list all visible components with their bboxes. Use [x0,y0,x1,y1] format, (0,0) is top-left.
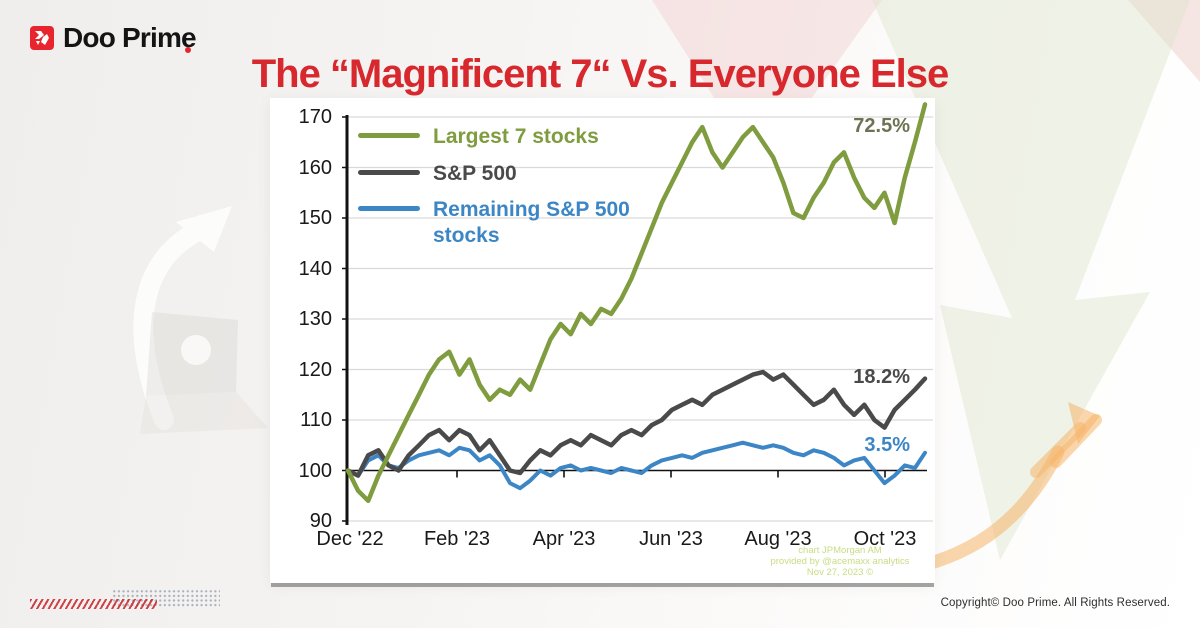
chart-source-note: chart JPMorgan AM provided by @acemaxx a… [700,545,935,579]
end-label-largest7: 72.5% [853,115,910,137]
legend-swatch-largest7 [358,133,420,138]
y-tick-label: 170 [298,106,332,128]
legend-label-sp500: S&P 500 [433,161,517,185]
chart-panel: 170 160 150 140 130 120 110 100 90 Dec '22 Feb '2… [270,98,935,583]
logo-i-dot [185,47,191,53]
orange-arrow-decor [905,402,1102,575]
red-hatch-bar-decor [30,599,157,609]
y-tick-label: 160 [298,156,332,179]
y-tick-label: 150 [298,207,332,229]
end-label-sp500: 18.2% [853,366,910,388]
legend-item-remaining: Remaining S&P 500 stocks [358,197,683,248]
logo-text: Doo Prime [63,22,197,53]
laptop-decor [140,312,268,434]
red-corner-decor [1128,0,1200,82]
x-tick-label: Dec '22 [316,528,384,550]
line-chart [342,102,933,525]
y-tick-label: 120 [298,358,332,381]
gray-arrowhead-decor [176,206,232,252]
source-line-3: Nov 27, 2023 © [806,567,874,579]
chart-legend: Largest 7 stocks S&P 500 Remaining S&P 5… [358,124,683,248]
source-line-1: chart JPMorgan AM [798,545,882,556]
y-tick-label: 100 [298,459,332,482]
y-tick-label: 140 [298,257,332,280]
legend-label-largest7: Largest 7 stocks [433,125,599,148]
legend-item-sp500: S&P 500 [358,161,683,187]
y-tick-label: 110 [300,409,332,431]
end-label-remaining: 3.5% [864,434,910,456]
legend-swatch-sp500 [358,169,420,175]
x-tick-label: Aug '23 [744,528,812,550]
x-tick-label: Feb '23 [423,528,491,550]
x-tick-label: Jun '23 [639,528,703,550]
legend-swatch-remaining [358,206,420,212]
copyright-text: Copyright© Doo Prime. All Rights Reserve… [940,597,1170,609]
source-line-2: provided by @acemaxx analytics [770,556,910,568]
y-tick-label: 90 [309,510,332,532]
legend-item-largest7: Largest 7 stocks [358,124,683,150]
logo: Doo Prime [30,22,197,54]
gray-arrow-decor [133,218,214,430]
x-tick-label: Oct '23 [853,528,917,550]
page-title: The “Magnificent 7“ Vs. Everyone Else [251,52,950,96]
doo-prime-logo-icon [30,26,54,50]
x-tick-label: Apr '23 [532,528,596,550]
y-tick-label: 130 [298,308,332,330]
legend-label-remaining: Remaining S&P 500 stocks [433,198,630,247]
